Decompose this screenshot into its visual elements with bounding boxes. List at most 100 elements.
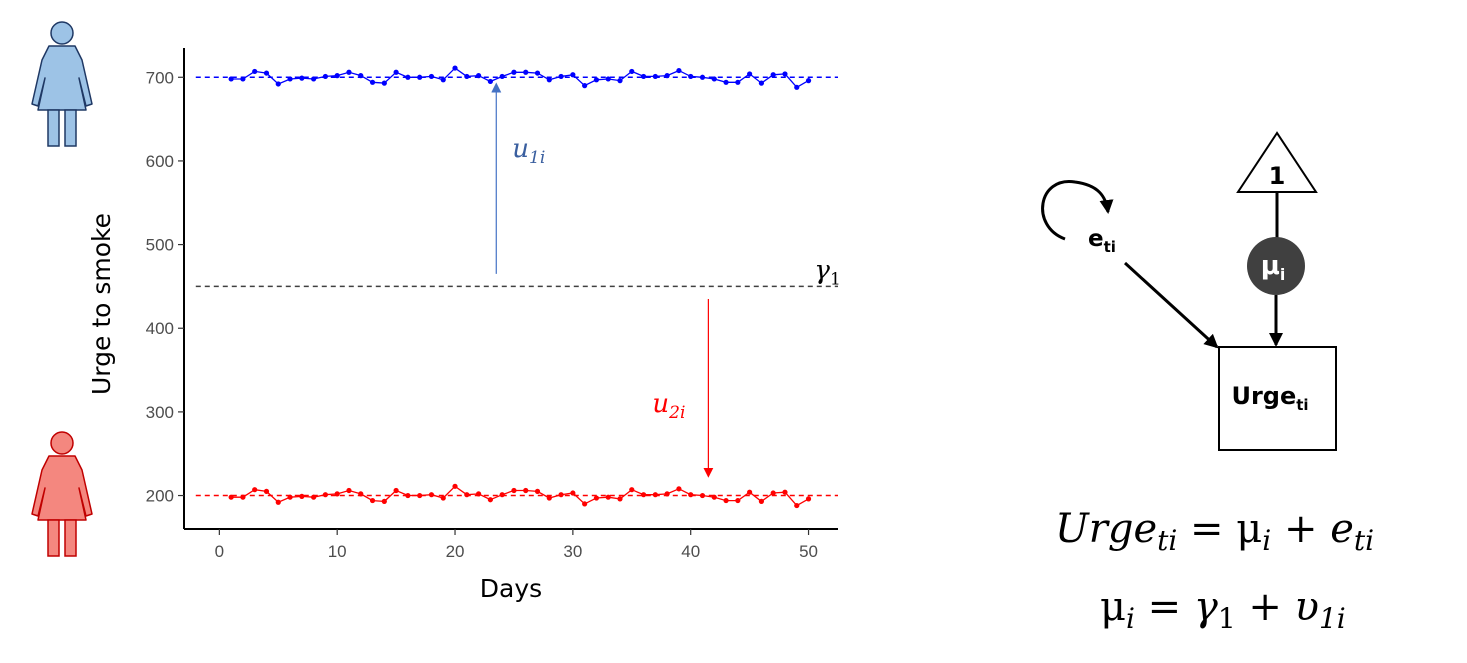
effect-label-2i: u2i bbox=[652, 389, 685, 423]
data-point bbox=[640, 492, 647, 498]
data-point bbox=[417, 74, 423, 80]
data-point bbox=[617, 496, 623, 502]
data-point bbox=[346, 69, 352, 75]
data-point bbox=[582, 83, 588, 89]
data-point bbox=[369, 79, 376, 85]
data-point bbox=[440, 77, 446, 83]
data-point bbox=[464, 73, 470, 80]
data-point bbox=[676, 486, 682, 492]
data-point bbox=[699, 74, 706, 80]
effect-label-1i: u1i bbox=[512, 134, 545, 168]
data-point bbox=[240, 494, 246, 500]
y-tick-label: 600 bbox=[146, 152, 174, 171]
data-point bbox=[475, 491, 482, 497]
data-point bbox=[782, 489, 788, 495]
y-axis-ticks: 200 300 400 500 600 700 bbox=[146, 68, 184, 506]
data-point bbox=[299, 493, 305, 499]
data-point bbox=[605, 494, 611, 500]
data-point bbox=[652, 492, 658, 498]
urge-observed-box bbox=[1218, 346, 1337, 451]
data-point bbox=[593, 77, 600, 83]
error-variance-loop bbox=[1041, 180, 1114, 241]
data-point bbox=[499, 73, 505, 80]
data-point bbox=[252, 487, 258, 493]
data-point bbox=[523, 487, 529, 494]
urge-line-chart: γ1 u1i u2i 0 10 20 30 40 50 200 300 400 500 600 700… bbox=[87, 48, 841, 603]
data-point bbox=[770, 490, 776, 496]
data-point bbox=[358, 491, 364, 497]
x-tick-label: 10 bbox=[328, 542, 347, 561]
data-point bbox=[311, 76, 317, 82]
x-tick-label: 50 bbox=[799, 542, 818, 561]
data-point bbox=[299, 75, 305, 81]
data-point bbox=[747, 71, 753, 77]
data-point bbox=[263, 70, 270, 76]
data-point bbox=[511, 487, 517, 494]
y-axis-title: Urge to smoke bbox=[87, 213, 116, 395]
data-point bbox=[711, 494, 717, 500]
data-point bbox=[782, 71, 788, 77]
data-point bbox=[805, 496, 812, 502]
data-point bbox=[688, 492, 694, 498]
data-point bbox=[428, 492, 435, 498]
data-point bbox=[617, 78, 623, 84]
data-point bbox=[534, 488, 541, 494]
data-point bbox=[275, 499, 281, 505]
data-point bbox=[263, 488, 270, 494]
data-point bbox=[487, 78, 493, 85]
equation-level1: Urgeti = μi + eti bbox=[1055, 506, 1374, 557]
data-point bbox=[794, 84, 800, 90]
data-point bbox=[688, 73, 694, 80]
data-point bbox=[558, 492, 564, 498]
data-point bbox=[417, 492, 423, 499]
data-point bbox=[570, 72, 576, 78]
data-point bbox=[287, 494, 293, 500]
data-point bbox=[735, 79, 741, 85]
urge-label: Urgeti bbox=[1231, 382, 1308, 414]
data-point bbox=[252, 68, 258, 75]
data-point bbox=[381, 498, 387, 504]
data-point bbox=[664, 73, 670, 79]
data-point bbox=[805, 78, 812, 84]
data-point bbox=[346, 487, 352, 494]
mean-label: μi bbox=[1261, 251, 1286, 284]
data-point bbox=[334, 73, 340, 79]
data-point bbox=[393, 69, 399, 75]
data-point bbox=[275, 81, 281, 87]
data-point bbox=[405, 74, 411, 80]
data-point bbox=[605, 76, 611, 82]
mean-node bbox=[1247, 237, 1305, 295]
data-point bbox=[593, 495, 600, 501]
data-point bbox=[723, 79, 729, 85]
y-tick-label: 400 bbox=[146, 319, 174, 338]
error-to-urge-path bbox=[1123, 261, 1219, 349]
data-point bbox=[770, 72, 776, 78]
x-axis-title: Days bbox=[480, 574, 542, 603]
data-point bbox=[711, 76, 717, 82]
data-point bbox=[475, 73, 482, 79]
series-layer bbox=[228, 65, 812, 509]
annotation-arrows: u1i u2i bbox=[491, 82, 714, 478]
data-point bbox=[393, 487, 399, 494]
y-tick-label: 200 bbox=[146, 487, 174, 506]
data-point bbox=[523, 69, 529, 75]
y-tick-label: 500 bbox=[146, 236, 174, 255]
data-point bbox=[405, 492, 411, 499]
data-point bbox=[534, 70, 541, 76]
data-point bbox=[676, 67, 682, 74]
data-point bbox=[511, 69, 517, 75]
model-equations: Urgeti = μi + eti μi = γ1 + υ1i bbox=[1055, 506, 1374, 635]
female-person-icon-blue bbox=[31, 21, 93, 147]
data-point bbox=[452, 483, 458, 489]
data-point bbox=[640, 73, 647, 80]
data-point bbox=[758, 498, 765, 504]
data-point bbox=[322, 73, 329, 80]
data-point bbox=[794, 502, 800, 509]
reference-lines: γ1 bbox=[195, 76, 841, 497]
data-point bbox=[464, 492, 470, 498]
data-point bbox=[664, 491, 670, 497]
data-point bbox=[381, 80, 387, 86]
constant-label: 1 bbox=[1269, 162, 1286, 190]
data-point bbox=[570, 490, 576, 496]
